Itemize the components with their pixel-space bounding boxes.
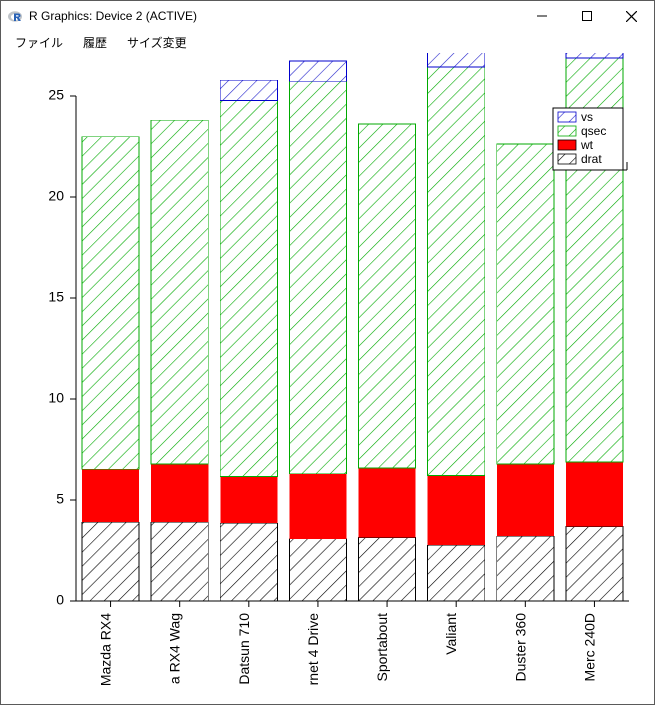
x-axis-label: Merc 240D: [581, 613, 597, 681]
r-app-icon: [7, 8, 23, 24]
bar-qsec: [151, 120, 208, 464]
bar-wt: [428, 475, 485, 545]
x-axis-label: Duster 360: [512, 613, 528, 682]
bar-wt: [289, 474, 346, 539]
svg-text:10: 10: [48, 390, 64, 406]
plot-area: 0 5 10 15 20 25 Mazda RX4 a RX4 Wag Datsun 710 rn…: [1, 53, 654, 704]
x-axis-label: Sportabout: [374, 613, 390, 682]
menubar: ファイル 履歴 サイズ変更: [1, 31, 654, 53]
bar-wt: [151, 464, 208, 522]
svg-text:25: 25: [48, 87, 64, 103]
bar-drat: [566, 526, 623, 601]
menu-file[interactable]: ファイル: [5, 34, 73, 51]
bar-drat: [220, 523, 277, 601]
bar-wt: [220, 476, 277, 523]
bar-vs: [220, 80, 277, 100]
x-axis-label: Valiant: [443, 613, 459, 655]
bar-qsec: [428, 67, 485, 475]
bar-drat: [428, 545, 485, 601]
menu-resize[interactable]: サイズ変更: [117, 34, 197, 51]
window-controls: [519, 1, 654, 31]
x-axis-label: a RX4 Wag: [167, 613, 183, 684]
bar-vs: [289, 61, 346, 81]
maximize-button[interactable]: [564, 1, 609, 31]
legend-label-vs: vs: [581, 110, 593, 124]
stacked-bar-chart: 0 5 10 15 20 25 Mazda RX4 a RX4 Wag Datsun 710 rn…: [1, 53, 654, 704]
legend-swatch-wt: [558, 140, 576, 150]
legend-label-drat: drat: [581, 152, 602, 166]
bar-wt: [359, 468, 416, 537]
x-axis-label: Datsun 710: [236, 613, 252, 685]
close-button[interactable]: [609, 1, 654, 31]
legend-swatch-qsec: [558, 126, 576, 136]
svg-text:5: 5: [56, 491, 64, 507]
minimize-button[interactable]: [519, 1, 564, 31]
app-window: R Graphics: Device 2 (ACTIVE) ファイル 履歴 サイ…: [0, 0, 655, 705]
bar-drat: [151, 522, 208, 601]
bar-qsec: [82, 137, 139, 469]
bar-qsec: [289, 81, 346, 474]
titlebar: R Graphics: Device 2 (ACTIVE): [1, 1, 654, 31]
x-axis-label: Mazda RX4: [98, 613, 114, 686]
bar-qsec: [497, 144, 554, 464]
menu-history[interactable]: 履歴: [73, 34, 117, 51]
bar-qsec: [359, 124, 416, 468]
x-axis-label: rnet 4 Drive: [305, 613, 321, 686]
legend-swatch-vs: [558, 112, 576, 122]
bar-qsec: [220, 100, 277, 476]
legend-label-wt: wt: [580, 138, 594, 152]
bar-wt: [566, 462, 623, 526]
svg-text:20: 20: [48, 188, 64, 204]
svg-text:15: 15: [48, 289, 64, 305]
legend-label-qsec: qsec: [581, 124, 606, 138]
bar-vs: [566, 53, 623, 58]
bar-drat: [497, 536, 554, 601]
bar-drat: [289, 539, 346, 601]
bar-drat: [82, 522, 139, 601]
svg-text:0: 0: [56, 592, 64, 608]
bar-wt: [497, 464, 554, 536]
bar-vs: [428, 53, 485, 67]
legend-swatch-drat: [558, 154, 576, 164]
bar-drat: [359, 537, 416, 601]
window-title: R Graphics: Device 2 (ACTIVE): [29, 9, 519, 23]
bar-wt: [82, 469, 139, 522]
